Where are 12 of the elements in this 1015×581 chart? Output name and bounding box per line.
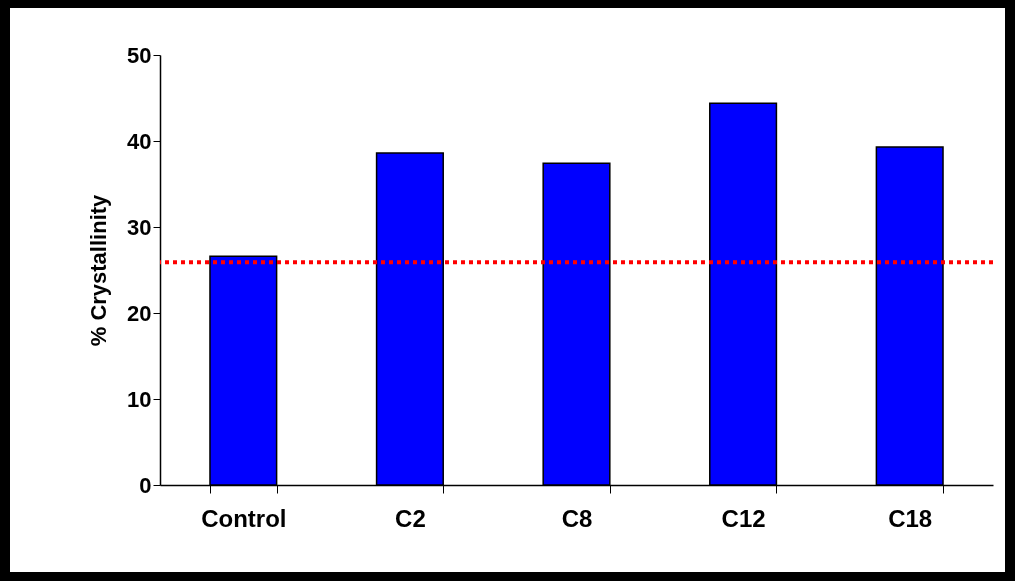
y-tick-label: 10 [127, 386, 152, 412]
y-tick-label: 20 [127, 300, 152, 326]
y-axis-title: % Crystallinity [86, 193, 112, 347]
x-tick-label: Control [201, 504, 287, 532]
x-tick-label: C18 [888, 504, 933, 532]
y-tick-label: 0 [139, 472, 152, 498]
x-tick-label: C8 [561, 504, 593, 532]
y-tick-label: 50 [127, 42, 152, 68]
x-tick-label: C12 [721, 504, 766, 532]
y-tick-label: 40 [127, 128, 152, 154]
x-tick-label: C2 [395, 504, 426, 532]
y-tick-label: 30 [127, 214, 152, 240]
